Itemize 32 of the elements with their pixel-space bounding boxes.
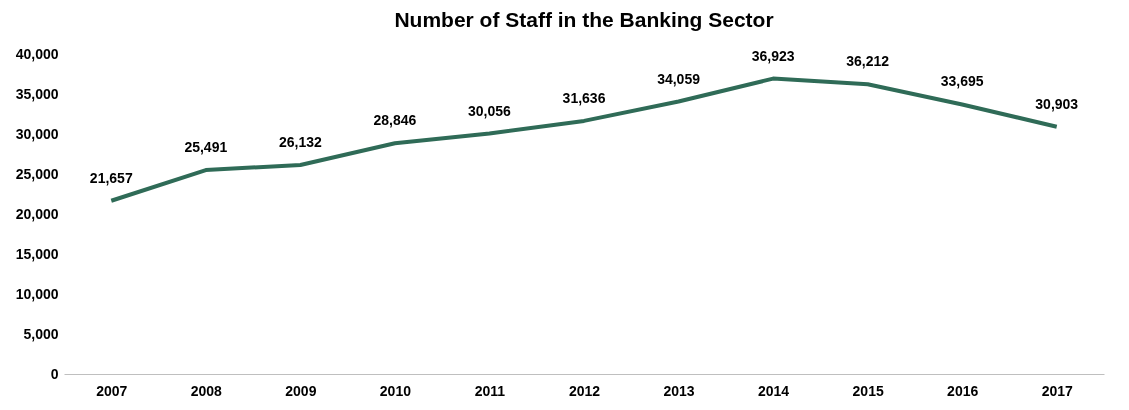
data-label: 26,132: [278, 133, 322, 150]
y-tick-label: 15,000: [15, 245, 59, 262]
y-tick-label: 5,000: [23, 325, 59, 342]
y-tick-label: 40,000: [15, 45, 59, 62]
data-label: 34,059: [657, 70, 701, 87]
y-tick-label: 10,000: [15, 285, 59, 302]
y-tick-label: 0: [50, 365, 59, 382]
x-tick-label: 2017: [1041, 382, 1074, 399]
y-tick-label: 20,000: [15, 205, 59, 222]
x-tick-label: 2013: [663, 382, 695, 399]
x-tick-label: 2009: [285, 382, 317, 399]
y-tick-label: 25,000: [15, 165, 59, 182]
x-tick-label: 2011: [474, 382, 506, 399]
data-label: 30,056: [468, 102, 512, 119]
x-tick-label: 2016: [947, 382, 979, 399]
y-tick-label: 35,000: [15, 85, 59, 102]
x-tick-label: 2007: [96, 382, 128, 399]
data-label: 33,695: [940, 73, 984, 90]
data-label: 21,657: [89, 169, 133, 186]
data-label: 30,903: [1035, 95, 1079, 112]
x-tick-label: 2014: [758, 382, 790, 399]
chart-title: Number of Staff in the Banking Sector: [394, 8, 774, 31]
data-label: 25,491: [184, 139, 228, 156]
x-tick-label: 2015: [852, 382, 884, 399]
y-tick-label: 30,000: [15, 125, 59, 142]
x-tick-label: 2012: [568, 382, 601, 399]
data-label: 36,923: [751, 47, 795, 64]
x-tick-label: 2008: [190, 382, 223, 399]
data-label: 36,212: [846, 53, 890, 70]
x-tick-label: 2010: [379, 382, 412, 399]
data-label: 28,846: [373, 112, 417, 129]
data-label: 31,636: [562, 89, 606, 106]
